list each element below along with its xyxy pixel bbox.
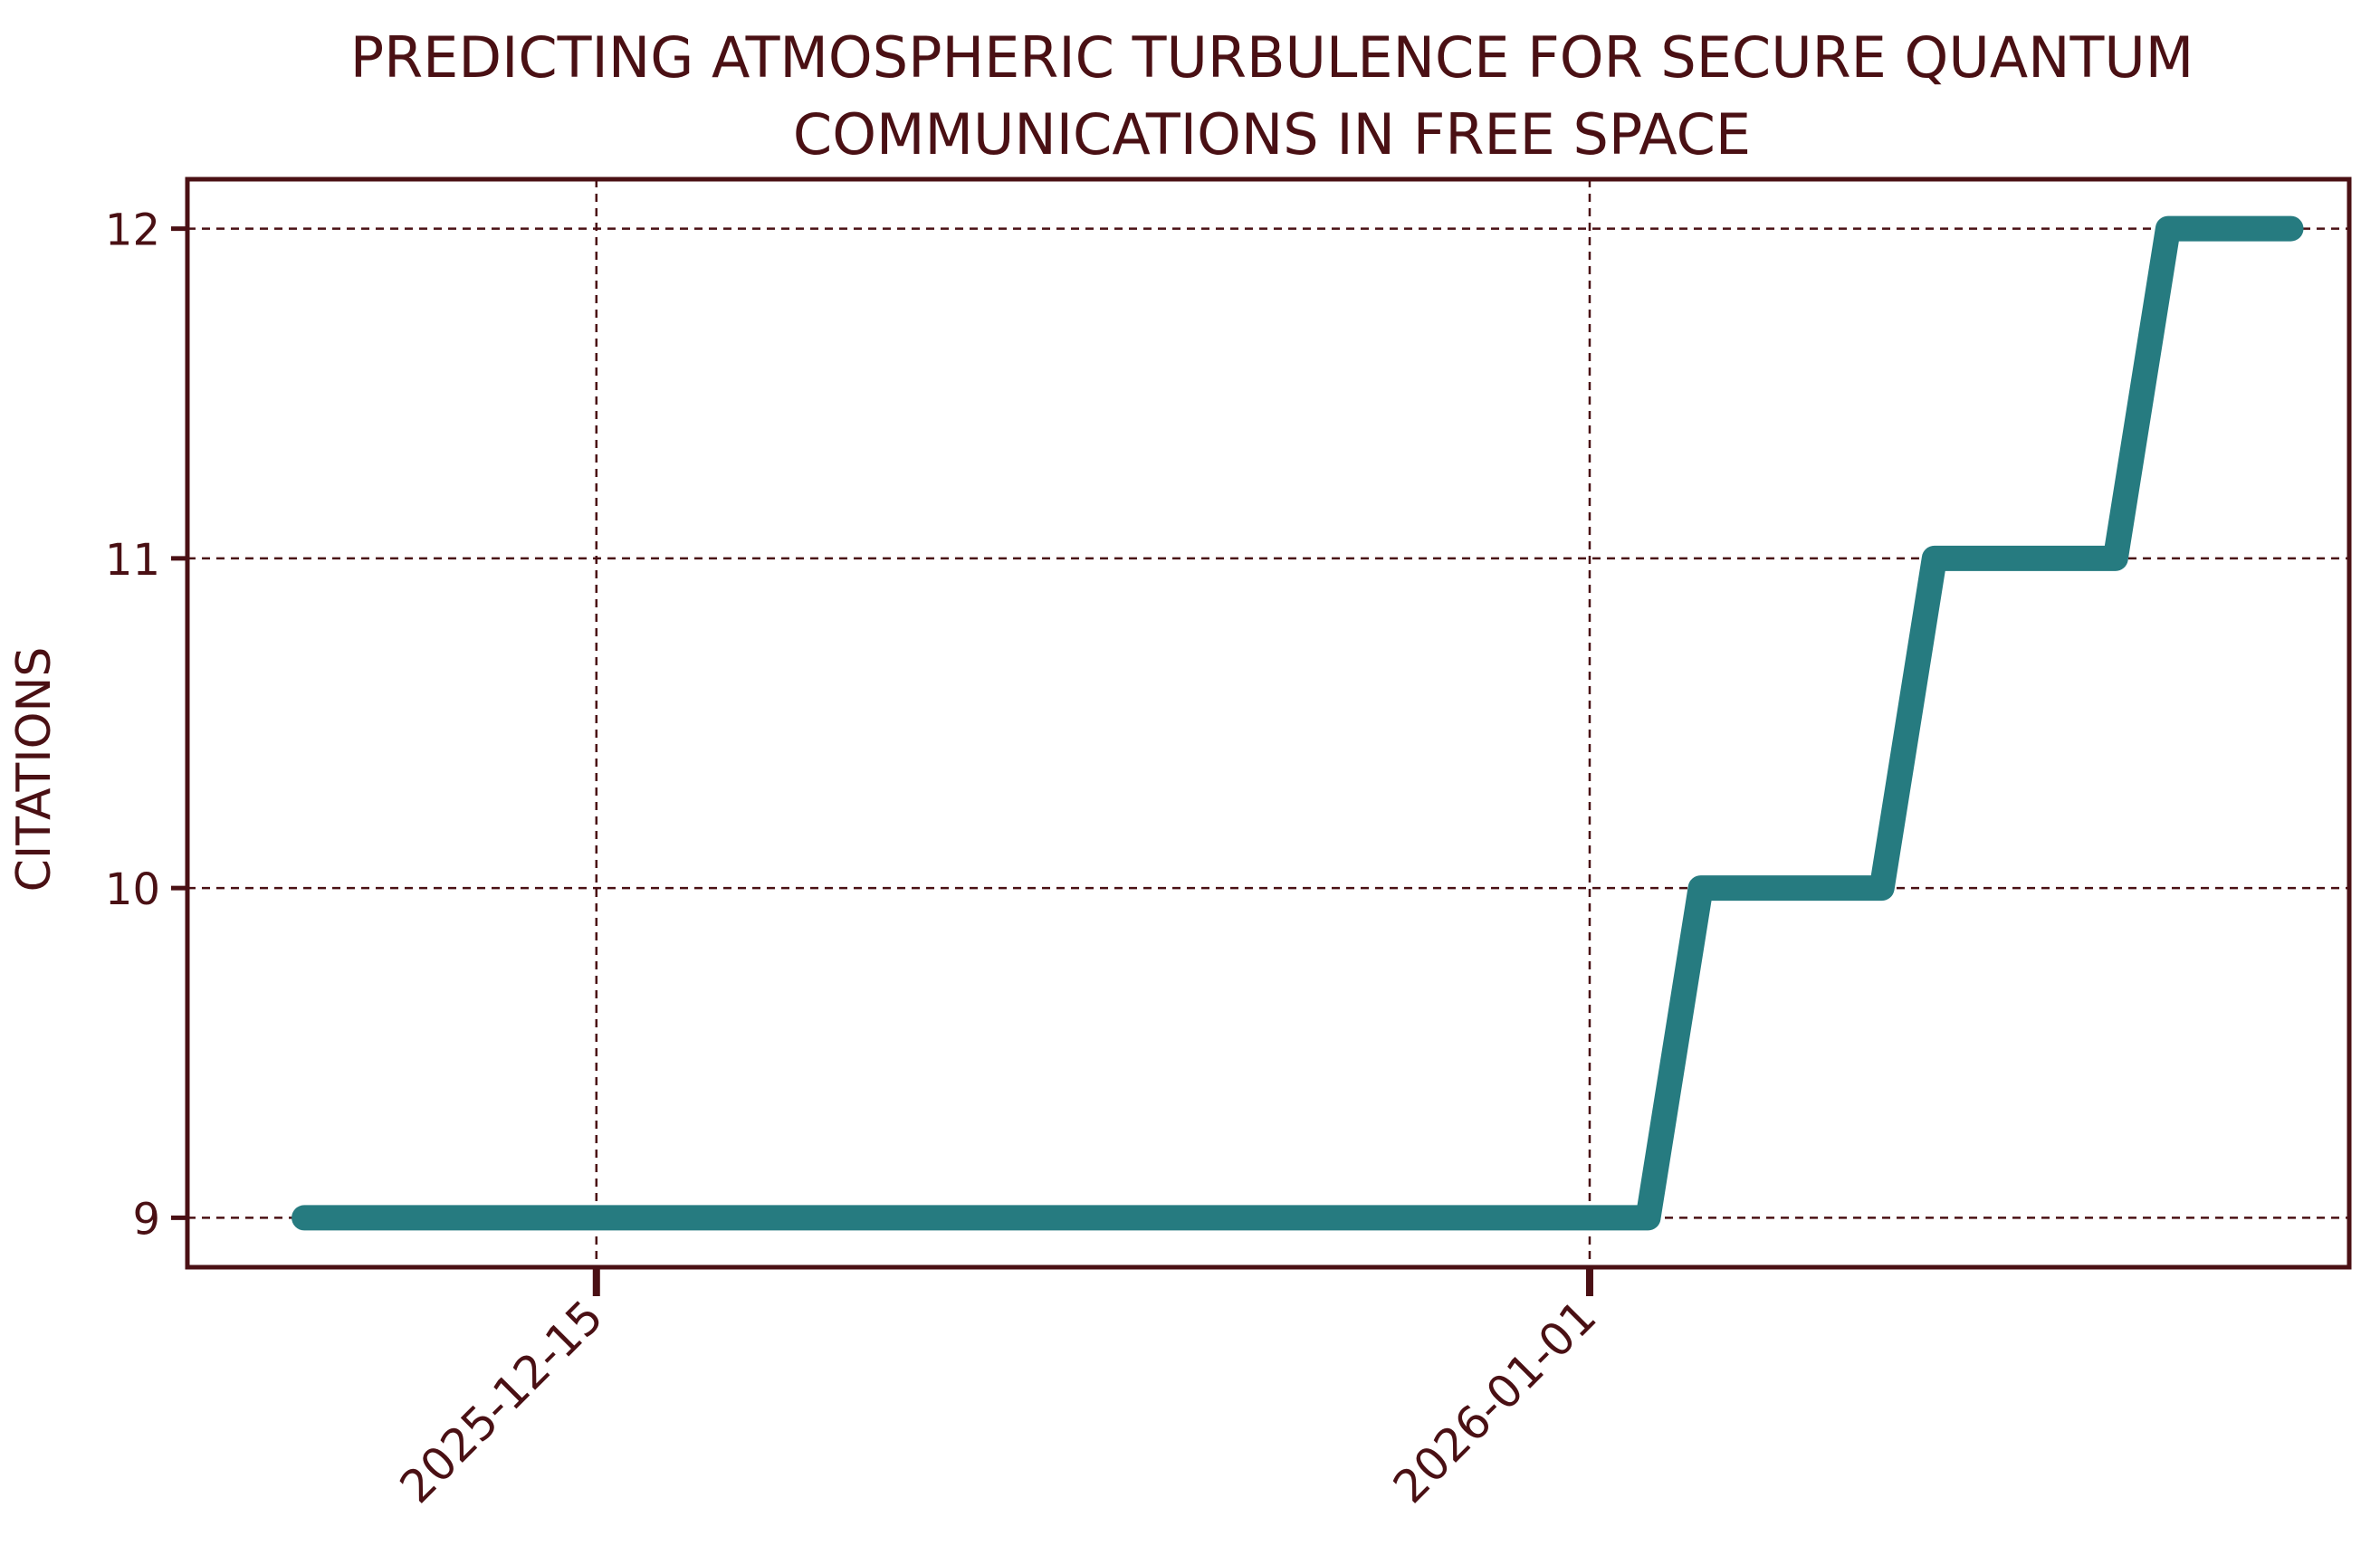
x-tick-label: 2026-01-01 bbox=[1383, 1290, 1606, 1513]
chart-title-line-2: COMMUNICATIONS IN FREE SPACE bbox=[793, 101, 1751, 167]
y-tick-label: 11 bbox=[105, 535, 160, 586]
x-axis: 2025-12-15 2026-01-01 bbox=[390, 1267, 1606, 1513]
y-tick-label: 9 bbox=[132, 1194, 160, 1245]
y-tick-label: 12 bbox=[105, 205, 160, 256]
x-tick-label: 2025-12-15 bbox=[390, 1290, 613, 1513]
series-layer bbox=[292, 215, 2304, 1231]
y-axis-label: CITATIONS bbox=[7, 647, 62, 892]
chart-title: PREDICTING ATMOSPHERIC TURBULENCE FOR SE… bbox=[350, 24, 2194, 167]
y-axis: 9 10 11 12 bbox=[105, 205, 187, 1245]
series-line bbox=[292, 215, 2304, 1231]
plot-frame bbox=[185, 177, 2352, 1270]
grid bbox=[187, 179, 2349, 1267]
chart-title-line-1: PREDICTING ATMOSPHERIC TURBULENCE FOR SE… bbox=[350, 24, 2194, 91]
y-tick-label: 10 bbox=[105, 864, 160, 915]
